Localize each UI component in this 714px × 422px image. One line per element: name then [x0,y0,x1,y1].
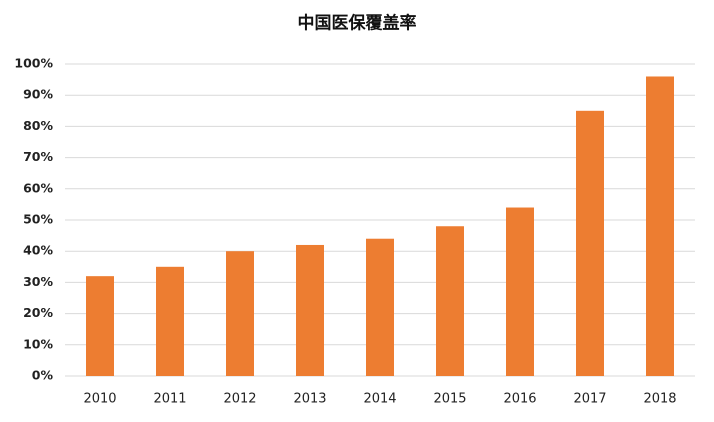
y-tick-label: 10% [23,336,53,351]
y-tick-label: 40% [23,243,53,258]
x-tick-label: 2014 [363,392,396,407]
y-tick-label: 90% [23,87,53,102]
bar [436,226,464,376]
bar [366,238,394,376]
y-tick-label: 0% [32,368,54,383]
x-tick-label: 2016 [503,392,536,407]
bar [576,110,604,377]
y-tick-label: 100% [14,56,53,71]
x-tick-label: 2017 [573,392,606,407]
y-tick-label: 30% [23,274,53,289]
x-tick-label: 2013 [293,392,326,407]
x-tick-label: 2012 [223,392,256,407]
y-tick-label: 60% [23,180,53,195]
bar [296,244,324,376]
x-tick-label: 2011 [153,392,186,407]
chart-title: 中国医保覆盖率 [298,13,417,34]
y-tick-label: 80% [23,118,53,133]
bar [86,276,114,376]
bar [156,266,184,376]
x-tick-label: 2010 [83,392,116,407]
x-tick-label: 2018 [643,392,676,407]
y-tick-label: 70% [23,149,53,164]
bar [646,76,674,376]
y-tick-label: 50% [23,212,53,227]
x-tick-label: 2015 [433,392,466,407]
bar [506,207,534,376]
y-tick-label: 20% [23,305,53,320]
bar [226,251,254,376]
